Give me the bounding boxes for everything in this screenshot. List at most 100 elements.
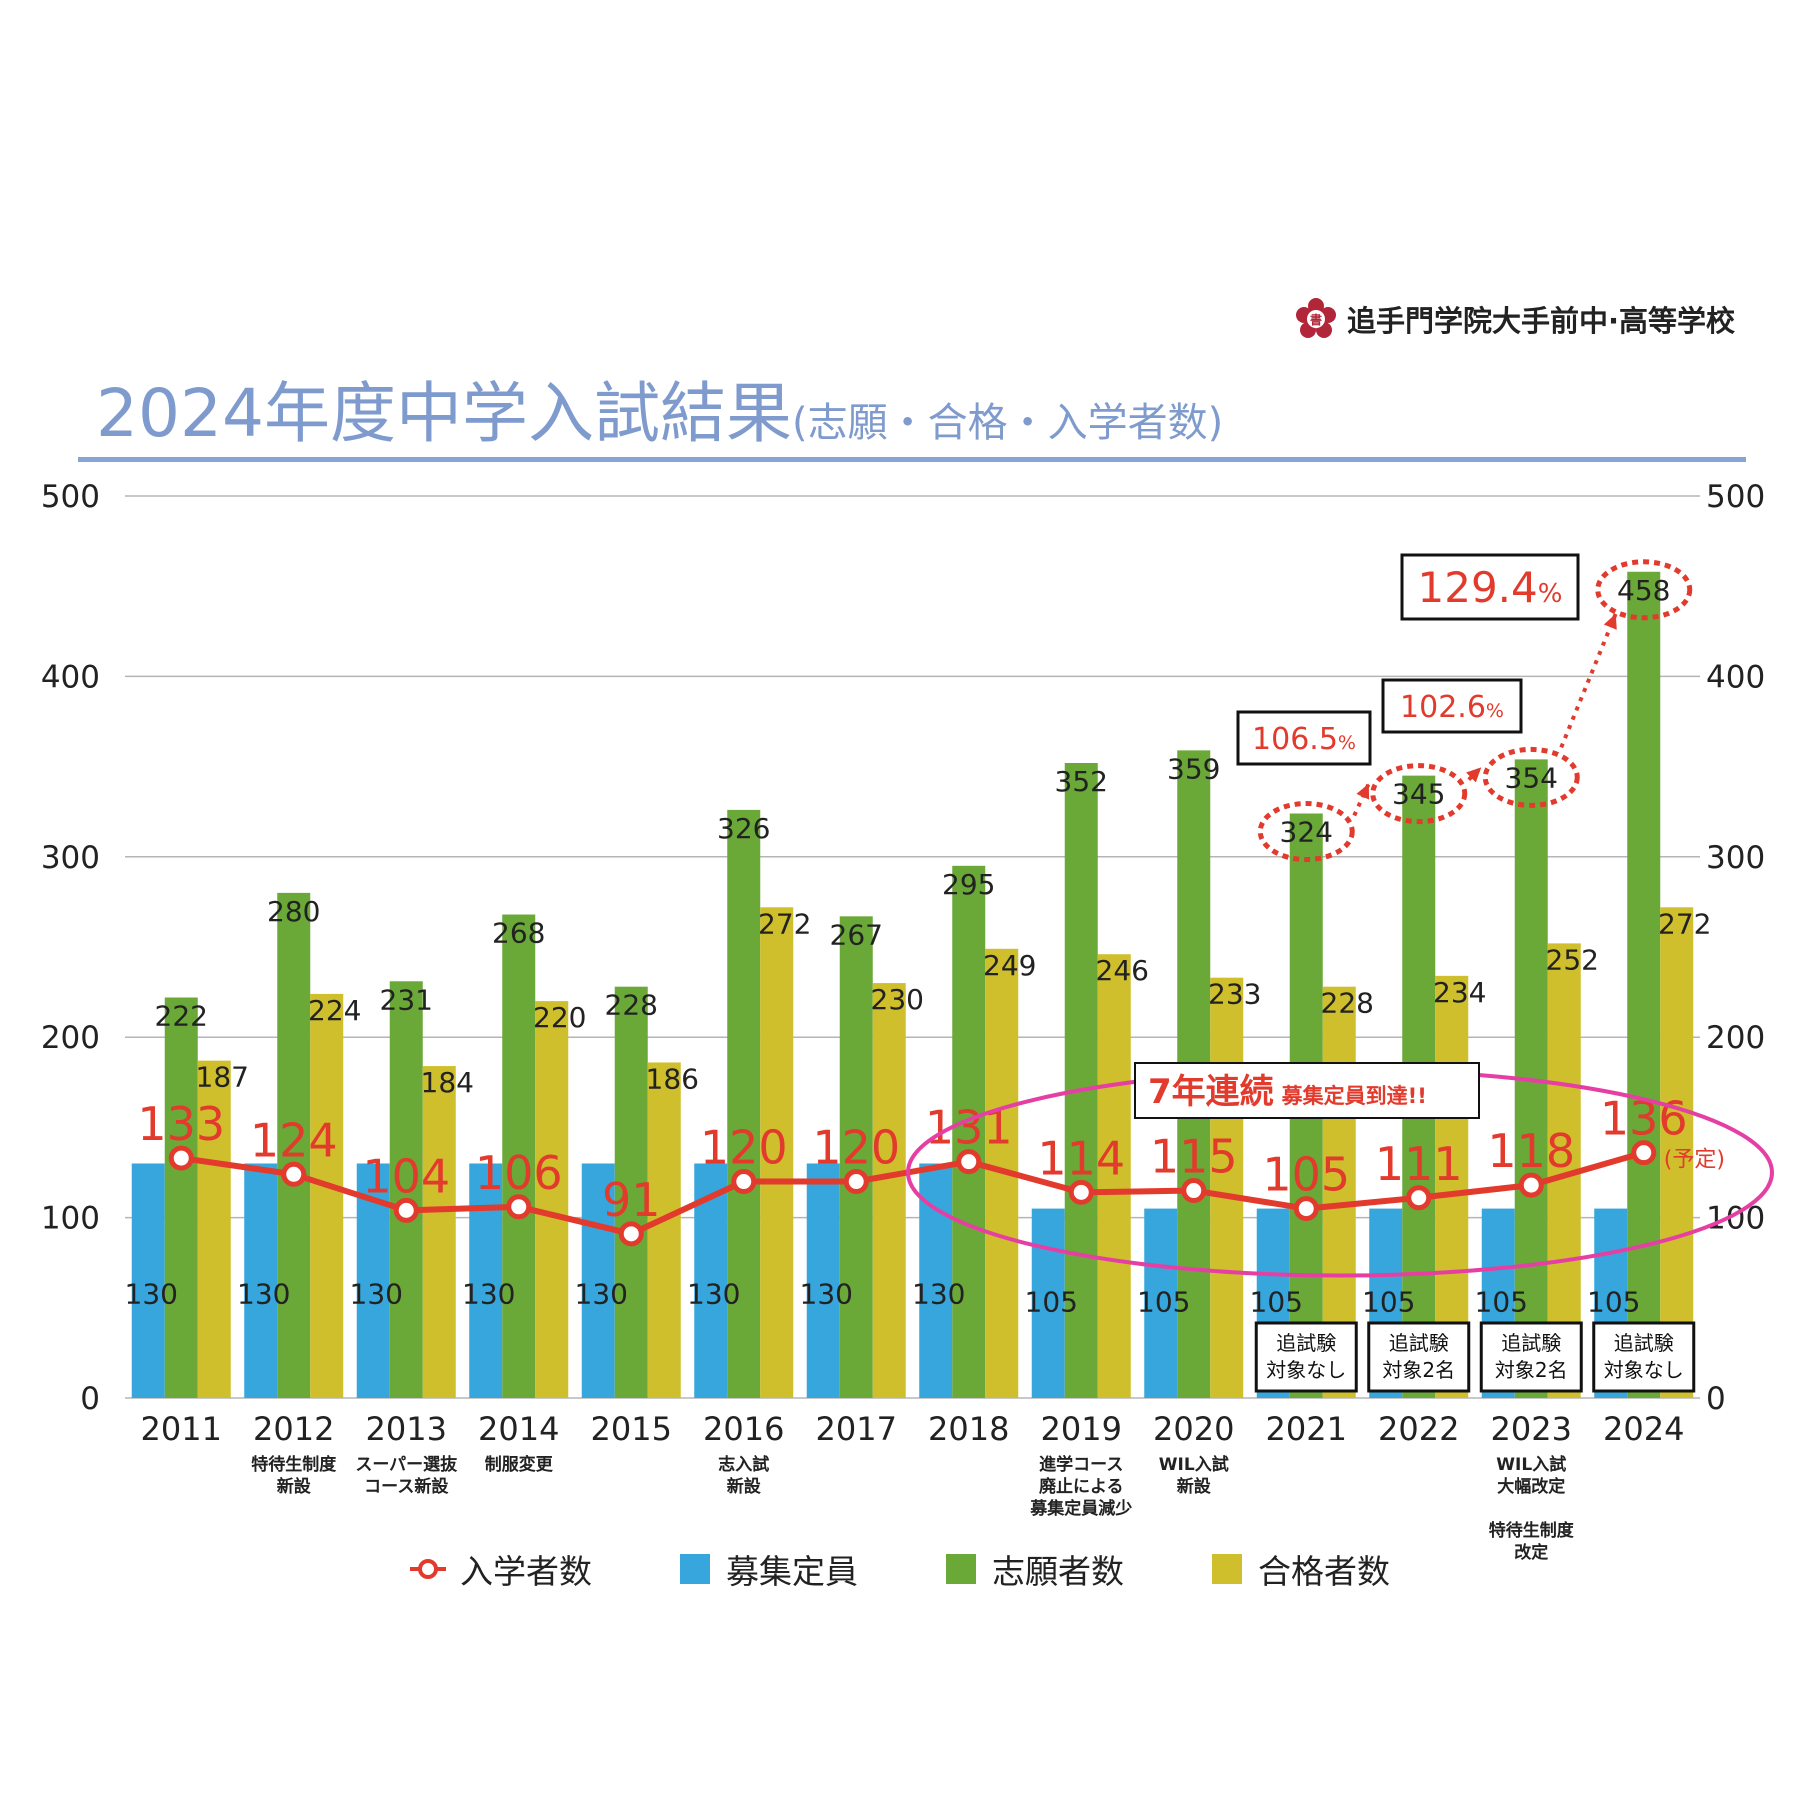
legend-item-applicants: 志願者数 — [946, 1545, 1124, 1593]
line-point-2014 — [506, 1194, 532, 1220]
bar-2014-募集定員 — [469, 1163, 503, 1398]
y-tick-label-right: 400 — [1706, 659, 1765, 695]
x-tick-label: 2013 — [366, 1410, 447, 1448]
bar-2011-志願者数 — [164, 997, 198, 1398]
data-label-志願者数: 458 — [1617, 574, 1670, 607]
data-label-入学者数: 114 — [1037, 1131, 1125, 1185]
x-tick-label: 2022 — [1378, 1410, 1459, 1448]
x-tick-label: 2016 — [703, 1410, 784, 1448]
x-tick-label: 2012 — [253, 1410, 334, 1448]
data-label-合格者数: 233 — [1208, 978, 1261, 1011]
data-label-志願者数: 222 — [155, 1000, 208, 1033]
bar-2012-募集定員 — [244, 1163, 278, 1398]
category-note: WIL入試 — [1496, 1454, 1566, 1475]
category-note: 特待生制度 — [251, 1454, 337, 1475]
data-label-志願者数: 267 — [830, 918, 883, 951]
data-label-入学者数: 115 — [1150, 1130, 1238, 1184]
school-name: 追手門学院大手前中·高等学校 — [1347, 304, 1736, 338]
growth-arrow-head — [1466, 767, 1482, 783]
streak-label: 7年連続 募集定員到達!! — [1148, 1072, 1427, 1112]
legend-item-passed: 合格者数 — [1212, 1545, 1390, 1593]
line-入学者数 — [180, 1149, 1645, 1237]
data-label-志願者数: 228 — [605, 989, 658, 1022]
title-main: 2024年度中学入試結果 — [96, 375, 792, 452]
growth-box — [1400, 553, 1580, 621]
data-label-合格者数: 234 — [1433, 976, 1486, 1009]
makeup-exam-label: 追試験 — [1276, 1331, 1336, 1355]
category-note: 改定 — [1514, 1542, 1548, 1563]
makeup-exam-label: 追試験 — [1614, 1331, 1674, 1355]
makeup-exam-label: 対象なし — [1266, 1358, 1346, 1382]
data-label-入学者数: 120 — [700, 1121, 788, 1175]
growth-arrow-head — [1603, 613, 1617, 630]
bar-2016-合格者数 — [760, 907, 794, 1398]
bar-2015-志願者数 — [614, 986, 648, 1398]
data-label-募集定員: 105 — [1250, 1286, 1303, 1319]
highlight-circle — [1257, 801, 1355, 863]
category-note: 募集定員減少 — [1029, 1498, 1132, 1519]
data-label-募集定員: 130 — [575, 1277, 628, 1310]
data-label-合格者数: 187 — [196, 1061, 249, 1094]
data-label-志願者数: 354 — [1505, 761, 1558, 794]
category-note: 廃止による — [1039, 1476, 1124, 1497]
legend-label: 入学者数 — [460, 1552, 592, 1591]
highlight-circle — [1370, 763, 1468, 825]
line-point-2013 — [393, 1197, 419, 1223]
data-label-志願者数: 280 — [267, 895, 320, 928]
x-tick-label: 2024 — [1603, 1410, 1684, 1448]
school-emblem-icon: 書 — [1296, 298, 1336, 338]
svg-text:書: 書 — [1310, 312, 1322, 327]
makeup-exam-label: 追試験 — [1501, 1331, 1561, 1355]
data-label-募集定員: 130 — [687, 1277, 740, 1310]
data-label-入学者数: 104 — [362, 1149, 450, 1203]
data-label-募集定員: 130 — [237, 1277, 290, 1310]
y-tick-label-left: 0 — [80, 1381, 100, 1417]
x-tick-label: 2020 — [1153, 1410, 1234, 1448]
makeup-exam-box — [1254, 1321, 1358, 1393]
category-note: 志入試 — [718, 1454, 769, 1475]
data-label-募集定員: 130 — [462, 1277, 515, 1310]
legend-swatch — [1212, 1554, 1242, 1584]
data-label-志願者数: 352 — [1055, 765, 1108, 798]
highlight-circle — [1595, 559, 1693, 621]
bar-2012-合格者数 — [310, 993, 344, 1398]
bar-2014-合格者数 — [535, 1001, 569, 1398]
data-label-合格者数: 224 — [308, 994, 361, 1027]
data-label-入学者数: 133 — [137, 1097, 225, 1151]
y-tick-label-left: 300 — [41, 840, 100, 876]
legend-label: 募集定員 — [726, 1552, 858, 1591]
category-note: スーパー選抜 — [355, 1454, 458, 1475]
growth-box — [1236, 710, 1372, 766]
line-point-2021 — [1293, 1196, 1319, 1222]
growth-label: 129.4% — [1418, 563, 1563, 612]
data-label-募集定員: 105 — [1137, 1286, 1190, 1319]
bar-2017-合格者数 — [872, 983, 906, 1398]
data-label-入学者数: 105 — [1262, 1148, 1350, 1202]
bar-2019-合格者数 — [1097, 954, 1131, 1398]
category-note: 制服変更 — [485, 1454, 554, 1475]
yotei-note: (予定) — [1664, 1148, 1725, 1173]
bar-2011-募集定員 — [131, 1163, 165, 1398]
data-label-合格者数: 272 — [1658, 907, 1711, 940]
growth-label: 102.6% — [1400, 690, 1504, 725]
page-title: 2024年度中学入試結果(志願・合格・入学者数) — [96, 360, 1223, 456]
x-tick-label: 2023 — [1491, 1410, 1572, 1448]
data-label-募集定員: 130 — [800, 1277, 853, 1310]
data-label-入学者数: 120 — [812, 1121, 900, 1175]
x-tick-label: 2014 — [478, 1410, 559, 1448]
growth-arrow-head — [1356, 783, 1370, 800]
y-tick-label-left: 100 — [41, 1201, 100, 1237]
bar-2013-合格者数 — [422, 1066, 456, 1398]
line-point-2015 — [618, 1221, 644, 1247]
data-label-募集定員: 105 — [1587, 1286, 1640, 1319]
line-point-2012 — [281, 1161, 307, 1187]
category-note: コース新設 — [364, 1476, 449, 1497]
legend-item-capacity: 募集定員 — [680, 1545, 858, 1593]
bar-2020-合格者数 — [1210, 977, 1244, 1398]
growth-box — [1381, 678, 1523, 734]
legend-line-marker-icon — [410, 1559, 446, 1579]
y-tick-label-right: 300 — [1706, 840, 1765, 876]
bar-2017-志願者数 — [839, 916, 873, 1398]
